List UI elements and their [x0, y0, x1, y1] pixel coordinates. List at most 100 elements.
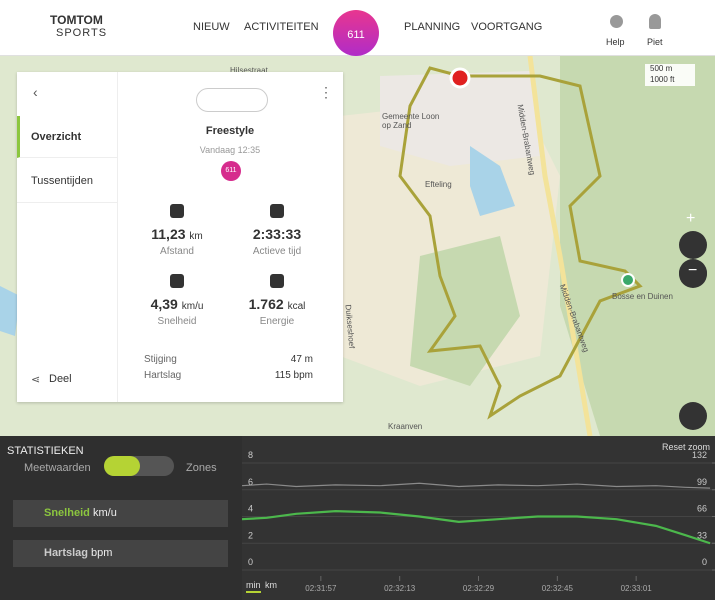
detail-value: 115 bpm	[274, 370, 313, 381]
fullscreen[interactable]	[679, 402, 707, 430]
user[interactable]: Piet	[647, 37, 663, 47]
unit-underline	[246, 591, 261, 593]
activity-date: Vandaag 12:35	[199, 145, 261, 155]
logo[interactable]: TOMTOM	[50, 13, 103, 27]
map-forest	[560, 56, 715, 436]
y-tick-label: 4	[248, 504, 253, 514]
scale: 1000 ft	[650, 75, 675, 84]
stat-unit: km/u	[181, 301, 204, 312]
stat-label: Afstand	[160, 246, 194, 257]
activity-panel: ‹ Overzicht Tussentijden ⋖ Deel ⋮ Freest…	[17, 72, 343, 402]
header: TOMTOM SPORTS NIEUW ACTIVITEITEN 611 PLA…	[0, 0, 715, 56]
x-tick-label: 02:32:29	[463, 584, 495, 593]
back[interactable]: ‹	[33, 84, 38, 100]
map-label: Bosse en Duinen	[612, 292, 673, 301]
axis-unit: min	[246, 580, 261, 590]
stat-icon	[270, 274, 284, 288]
stat-label: Actieve tijd	[252, 246, 302, 257]
x-tick-label: 02:32:45	[542, 584, 574, 593]
tab-active[interactable]	[17, 116, 117, 158]
stat-value: 2:33:33	[227, 226, 327, 242]
metric-unit: km/u	[93, 507, 117, 519]
nav-item[interactable]: PLANNING	[404, 21, 461, 33]
stat-value: 1.762 kcal	[227, 296, 327, 312]
zoom-out[interactable]	[679, 260, 707, 288]
map-label: Efteling	[425, 180, 452, 189]
scale: 500 m	[650, 64, 673, 73]
activity-name: Freestyle	[205, 125, 255, 137]
tab[interactable]: Tussentijden	[31, 175, 93, 187]
metric-unit: bpm	[91, 547, 113, 559]
detail-label: Hartslag	[144, 370, 182, 381]
y2-tick-label: 99	[697, 477, 707, 487]
tab[interactable]: Overzicht	[31, 131, 82, 143]
sidebar: ‹ Overzicht Tussentijden ⋖ Deel	[17, 72, 118, 402]
toggle-on	[104, 456, 140, 476]
x-tick-label: 02:33:01	[621, 584, 653, 593]
start-marker[interactable]	[449, 67, 471, 89]
scale-box	[645, 64, 695, 86]
stat-label: Energie	[259, 316, 295, 327]
badge: 611	[221, 161, 241, 181]
activity-select[interactable]	[196, 88, 268, 112]
nav-item[interactable]: ACTIVITEITEN	[244, 21, 319, 33]
help[interactable]: Help	[606, 37, 625, 47]
map-label: Hilsestraat	[230, 66, 268, 75]
chart: Reset zoom min km 0 2 4 6 8 0 33 66 99 132 02:31:5…	[242, 436, 715, 600]
stat-icon	[170, 204, 184, 218]
logo-sub: SPORTS	[56, 27, 108, 39]
y2-tick-label: 33	[697, 530, 707, 540]
y-tick-label: 0	[248, 557, 253, 567]
x-tick-label: 02:31:57	[305, 584, 337, 593]
share-icon[interactable]: ⋖	[31, 374, 41, 386]
stats-title: STATISTIEKEN	[7, 445, 84, 457]
stat-value: 4,39 km/u	[127, 296, 227, 312]
stat-number: 1.762	[248, 296, 284, 312]
tab-box	[17, 158, 117, 203]
toggle-left[interactable]: Meetwaarden	[24, 462, 91, 474]
help-icon[interactable]	[610, 15, 623, 28]
user-icon[interactable]	[649, 14, 661, 29]
nav-item[interactable]: NIEUW	[193, 21, 230, 33]
map-forest	[410, 236, 520, 386]
stat-value: 11,23 km	[127, 226, 227, 242]
map-water	[0, 286, 20, 336]
share[interactable]: Deel	[49, 373, 72, 385]
menu[interactable]: ⋮	[319, 84, 333, 100]
stat-icon	[270, 204, 284, 218]
badge[interactable]: 611	[333, 10, 379, 56]
stat-unit: kcal	[287, 301, 306, 312]
y2-tick-label: 0	[702, 557, 707, 567]
chart-bg	[242, 436, 715, 600]
metric-select[interactable]	[13, 540, 228, 567]
stat-icon	[170, 274, 184, 288]
reset-zoom[interactable]: Reset zoom	[662, 442, 710, 452]
poi-marker[interactable]	[621, 273, 635, 287]
toggle-right[interactable]: Zones	[186, 462, 217, 474]
y2-tick-label: 66	[697, 504, 707, 514]
map-water	[470, 146, 515, 216]
map-label: Gemeente Loon op Zand	[382, 112, 440, 130]
route	[398, 66, 643, 420]
stat-number: 4,39	[150, 296, 178, 312]
zoom-in[interactable]	[679, 231, 707, 259]
series-line	[242, 510, 711, 545]
detail-label: Stijging	[144, 354, 177, 365]
metric-select[interactable]	[13, 500, 228, 527]
series-line	[242, 482, 711, 489]
y-tick-label: 8	[248, 450, 253, 460]
nav-item[interactable]: VOORTGANG	[471, 21, 543, 33]
map-label: Kraanven	[388, 422, 423, 431]
metric-name: Snelheid	[44, 507, 90, 519]
y-tick-label: 2	[248, 530, 253, 540]
y-tick-label: 6	[248, 477, 253, 487]
stat-number: 11,23	[151, 226, 186, 242]
stat-unit: km	[189, 231, 203, 242]
zoom-in-label: +	[686, 210, 696, 227]
zoom-out-label: −	[688, 262, 698, 279]
stat-label: Snelheid	[157, 316, 197, 327]
detail-value: 47 m	[290, 354, 313, 365]
x-tick-label: 02:32:13	[384, 584, 416, 593]
axis-unit: km	[265, 580, 277, 590]
